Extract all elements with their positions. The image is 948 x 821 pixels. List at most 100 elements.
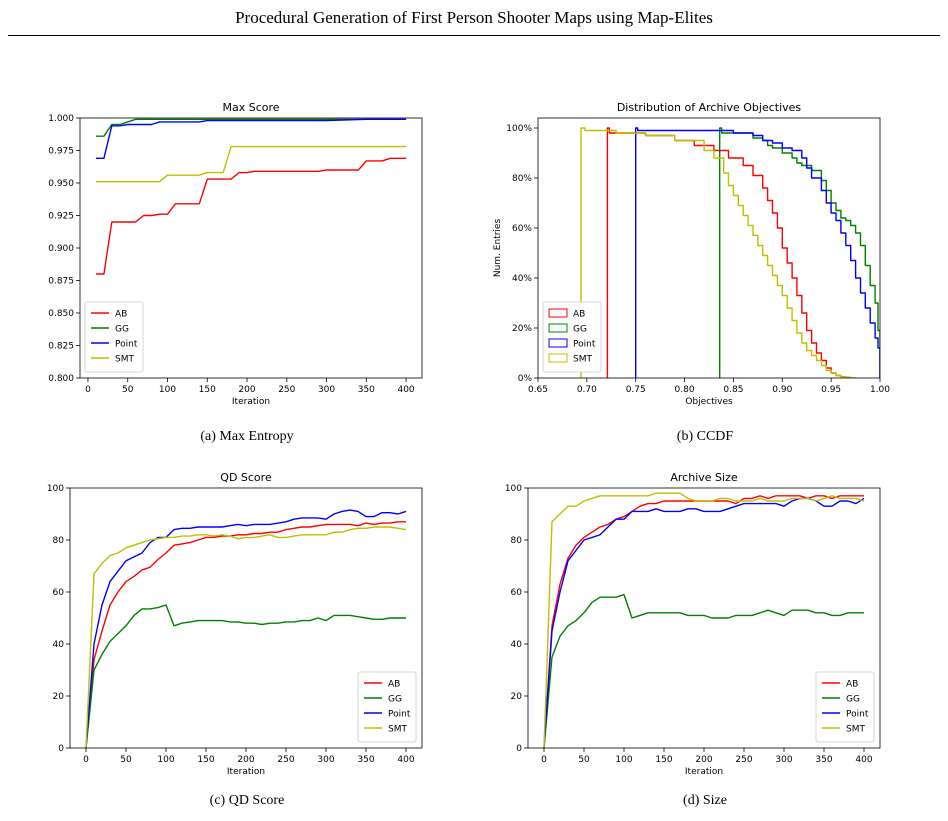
y-tick-label: 20% [512,324,532,334]
legend-label-ab: AB [573,310,585,320]
x-tick-label: 150 [197,755,214,765]
x-tick-label: 400 [397,385,414,395]
caption-c: (c) QD Score [209,793,285,808]
y-tick-label: 80 [53,536,65,546]
y-tick-label: 0.825 [48,342,74,352]
chart-title: Archive Size [670,471,737,484]
x-tick-label: 350 [815,755,832,765]
legend-label-smt: SMT [115,355,134,365]
ccdf-chart: Distribution of Archive Objectives 0.65 0.… [493,101,890,407]
x-tick-label: 250 [735,755,752,765]
y-tick-label: 80% [512,174,532,184]
x-tick-label: 350 [358,385,375,395]
legend-box [357,671,417,743]
y-tick-label: 0.875 [48,277,74,287]
legend-label-point: Point [115,340,138,350]
x-axis-label: Iteration [227,767,265,777]
series-line-gg [718,127,880,378]
y-tick-label: 0.800 [48,374,74,384]
chart-title: Max Score [222,101,279,114]
legend-label-ab: AB [388,680,400,690]
y-tick-label: 40 [53,640,65,650]
page-header: Procedural Generation of First Person Sh… [0,0,948,36]
series-line-point [95,118,407,159]
legend-label-ab: AB [846,680,858,690]
x-tick-label: 200 [238,385,255,395]
x-tick-label: 150 [199,385,216,395]
chart-title: Distribution of Archive Objectives [617,101,802,114]
x-tick-label: 0.65 [528,385,548,395]
x-tick-label: 50 [120,755,132,765]
y-axis-label: Num. Entries [493,219,503,278]
series-line-smt [580,127,857,378]
series-line-ab [85,521,406,748]
y-tick-label: 100 [505,484,522,494]
series-line-gg [95,118,407,137]
series-line-smt [85,526,407,748]
x-tick-label: 100 [615,755,632,765]
series-line-ab [95,157,407,275]
legend-label-gg: GG [115,325,129,335]
x-tick-label: 1.00 [870,385,890,395]
x-tick-label: 0.80 [675,385,695,395]
y-tick-label: 1.000 [48,114,74,124]
legend-label-gg: GG [388,695,402,705]
series-group [95,118,407,275]
caption-d: (d) Size [683,793,727,808]
y-tick-label: 40 [511,640,523,650]
legend-swatch-smt [548,353,568,363]
y-tick-label: 0 [58,744,64,754]
x-tick-label: 250 [277,755,294,765]
series-line-gg [85,604,406,748]
series-line-point [634,127,880,378]
y-tick-label: 0 [516,744,522,754]
x-tick-label: 50 [122,385,134,395]
x-tick-label: 250 [278,385,295,395]
caption-a: (a) Max Entropy [200,429,294,444]
x-tick-label: 400 [855,755,872,765]
y-tick-label: 0.950 [48,179,74,189]
x-axis-label: Iteration [232,397,270,407]
x-tick-label: 350 [357,755,374,765]
legend-label-point: Point [846,710,869,720]
y-tick-label: 0.925 [48,212,74,222]
legend-label-point: Point [573,340,596,350]
legend-label-ab: AB [115,310,127,320]
legend-swatch-ab [548,308,568,318]
x-tick-label: 0.70 [577,385,597,395]
plot-frame [537,117,881,379]
legend-label-smt: SMT [573,355,592,365]
series-line-ab [606,127,852,378]
x-tick-label: 0 [83,755,89,765]
series-group [85,509,407,748]
x-tick-label: 0 [85,385,91,395]
x-tick-label: 400 [397,755,414,765]
series-line-point [85,509,407,748]
x-tick-label: 100 [159,385,176,395]
x-tick-label: 300 [317,755,334,765]
legend-label-point: Point [388,710,411,720]
x-tick-label: 300 [775,755,792,765]
legend-box [815,671,875,743]
max-score-chart: Max Score 0 50 100 150 200 250 300 350 400 0.800 0.… [48,101,423,407]
x-tick-label: 150 [655,755,672,765]
legend: AB GG Point SMT [815,671,875,743]
x-axis-label: Objectives [685,397,733,407]
legend-label-gg: GG [846,695,860,705]
y-tick-label: 0.900 [48,244,74,254]
legend-label-smt: SMT [846,725,865,735]
y-tick-label: 0% [518,374,533,384]
y-tick-label: 20 [53,692,65,702]
x-tick-label: 100 [157,755,174,765]
series-group [543,492,865,748]
x-tick-label: 200 [695,755,712,765]
archive-size-chart: Archive Size 0 50 100 150 200 250 300 350 400 0 20 4… [505,471,881,777]
legend-label-smt: SMT [388,725,407,735]
x-tick-label: 0 [541,755,547,765]
x-tick-label: 200 [237,755,254,765]
y-tick-label: 60 [53,588,65,598]
x-tick-label: 50 [578,755,590,765]
legend: AB GG Point SMT [357,671,417,743]
x-tick-label: 300 [318,385,335,395]
y-tick-label: 0.975 [48,147,74,157]
